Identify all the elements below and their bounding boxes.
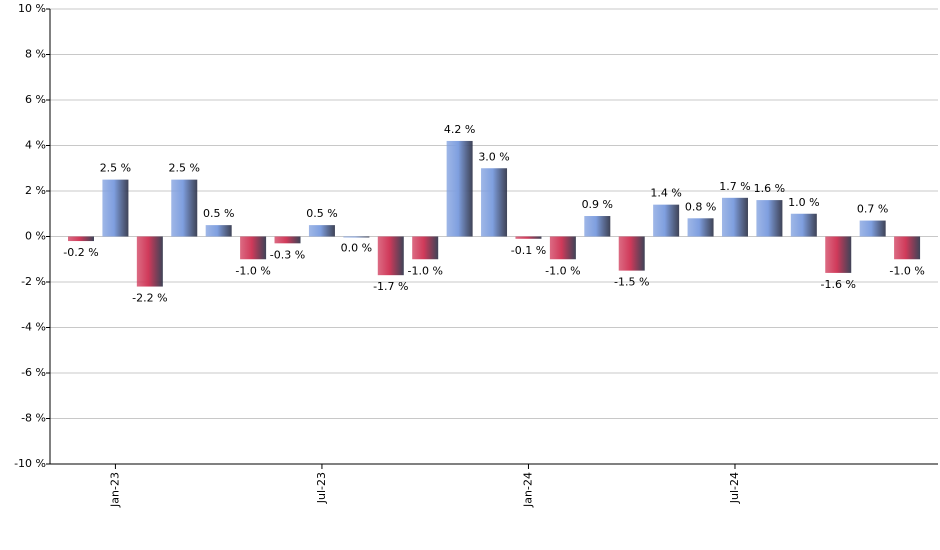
bar	[756, 200, 783, 237]
bar	[687, 218, 714, 237]
value-label: 0.5 %	[203, 207, 234, 220]
value-label: -0.2 %	[63, 246, 98, 259]
bar	[721, 197, 748, 237]
value-label: 4.2 %	[444, 123, 475, 136]
y-tick-label: -6 %	[21, 366, 46, 379]
value-label: 1.7 %	[719, 180, 750, 193]
value-label: 2.5 %	[100, 162, 131, 175]
bar	[412, 236, 439, 260]
bar	[481, 168, 508, 237]
value-label: -2.2 %	[132, 292, 167, 305]
bar	[894, 236, 921, 260]
bar	[171, 179, 198, 237]
bar	[68, 236, 94, 242]
x-tick-label: Jan-24	[521, 472, 534, 508]
y-tick-label: -8 %	[21, 412, 46, 425]
value-label: 1.0 %	[788, 196, 819, 209]
bar	[136, 236, 163, 287]
value-label: -1.0 %	[407, 264, 442, 277]
value-label: 3.0 %	[478, 150, 509, 163]
y-tick-label: 2 %	[25, 184, 46, 197]
bar	[205, 225, 232, 237]
value-label: 0.9 %	[582, 198, 613, 211]
value-label: 0.5 %	[306, 207, 337, 220]
bar	[859, 220, 886, 237]
bar	[446, 140, 473, 237]
bar	[584, 216, 611, 237]
x-tick-label: Jan-23	[108, 472, 121, 508]
value-label: -0.3 %	[270, 248, 305, 261]
x-tick-label: Jul-24	[728, 472, 741, 504]
value-label: -1.0 %	[889, 264, 924, 277]
bar	[274, 236, 301, 244]
y-tick-label: 6 %	[25, 93, 46, 106]
y-tick-label: -4 %	[21, 321, 46, 334]
x-tick-label: Jul-23	[315, 472, 328, 504]
bar	[240, 236, 267, 260]
value-label: -0.1 %	[511, 244, 546, 257]
y-tick-label: 8 %	[25, 48, 46, 61]
value-label: 0.7 %	[857, 203, 888, 216]
bar	[653, 204, 680, 237]
y-tick-label: -10 %	[14, 457, 46, 470]
bar	[549, 236, 576, 260]
value-label: -1.6 %	[821, 278, 856, 291]
value-label: 1.6 %	[754, 182, 785, 195]
bar	[790, 213, 817, 237]
bar	[515, 236, 542, 239]
value-label: -1.5 %	[614, 276, 649, 289]
value-label: -1.0 %	[545, 264, 580, 277]
y-tick-label: 4 %	[25, 139, 46, 152]
value-label: 1.4 %	[650, 187, 681, 200]
value-label: -1.7 %	[373, 280, 408, 293]
value-label: 0.8 %	[685, 200, 716, 213]
bar	[308, 225, 335, 237]
value-label: 0.0 %	[341, 242, 372, 255]
bar	[343, 236, 370, 238]
y-tick-label: -2 %	[21, 275, 46, 288]
bar	[377, 236, 404, 276]
bar	[825, 236, 852, 273]
bar	[618, 236, 645, 271]
y-tick-label: 10 %	[18, 2, 46, 15]
value-label: 2.5 %	[169, 162, 200, 175]
bar	[102, 179, 129, 237]
value-label: -1.0 %	[235, 264, 270, 277]
y-tick-label: 0 %	[25, 230, 46, 243]
